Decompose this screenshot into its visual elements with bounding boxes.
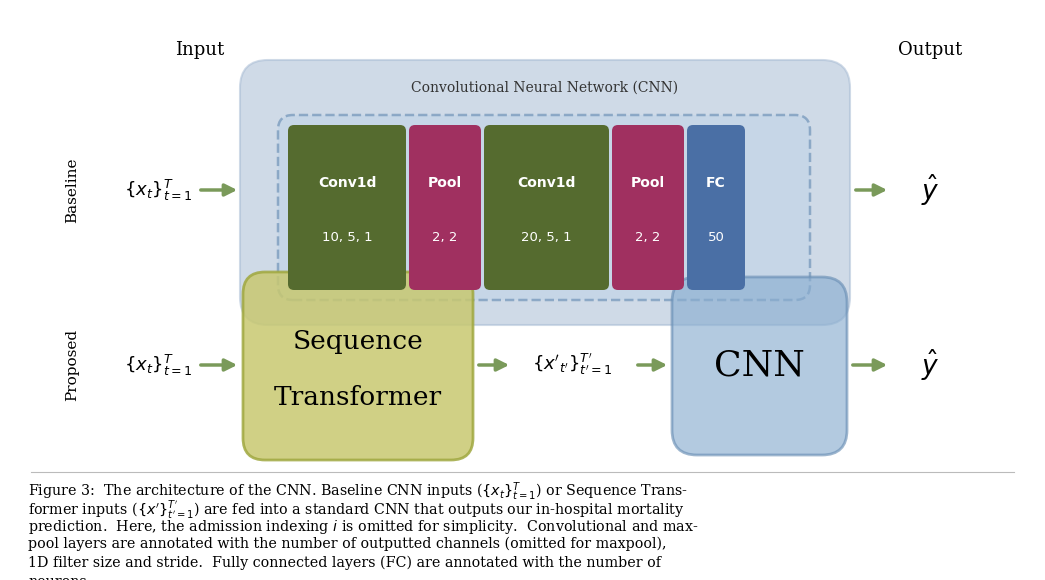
FancyBboxPatch shape: [672, 277, 847, 455]
Text: Conv1d: Conv1d: [517, 176, 576, 190]
Text: Proposed: Proposed: [65, 329, 79, 401]
Text: 2, 2: 2, 2: [433, 231, 458, 244]
Text: $\hat{y}$: $\hat{y}$: [921, 172, 939, 208]
Text: Figure 3:  The architecture of the CNN. Baseline CNN inputs ($\{x_t\}_{t=1}^T$) : Figure 3: The architecture of the CNN. B…: [28, 480, 688, 503]
Text: Conv1d: Conv1d: [318, 176, 376, 190]
Text: 1D filter size and stride.  Fully connected layers (FC) are annotated with the n: 1D filter size and stride. Fully connect…: [28, 556, 661, 570]
Text: $\{x'_{t'}\}_{t'=1}^{T'}$: $\{x'_{t'}\}_{t'=1}^{T'}$: [532, 352, 612, 378]
Text: Input: Input: [176, 41, 225, 59]
FancyBboxPatch shape: [278, 115, 810, 300]
Text: pool layers are annotated with the number of outputted channels (omitted for max: pool layers are annotated with the numbe…: [28, 537, 667, 552]
Text: Convolutional Neural Network (CNN): Convolutional Neural Network (CNN): [412, 81, 678, 95]
Text: Pool: Pool: [428, 176, 462, 190]
FancyBboxPatch shape: [243, 272, 473, 460]
Text: Sequence: Sequence: [293, 329, 423, 354]
Text: 2, 2: 2, 2: [635, 231, 660, 244]
Text: 10, 5, 1: 10, 5, 1: [322, 231, 372, 244]
Text: $\{x_t\}_{t=1}^T$: $\{x_t\}_{t=1}^T$: [123, 177, 192, 202]
FancyBboxPatch shape: [409, 125, 481, 290]
FancyBboxPatch shape: [240, 60, 850, 325]
Text: 20, 5, 1: 20, 5, 1: [521, 231, 572, 244]
Text: Output: Output: [898, 41, 962, 59]
Text: FC: FC: [706, 176, 726, 190]
Text: Pool: Pool: [631, 176, 665, 190]
Text: Baseline: Baseline: [65, 157, 79, 223]
FancyBboxPatch shape: [484, 125, 609, 290]
Text: $\{x_t\}_{t=1}^T$: $\{x_t\}_{t=1}^T$: [123, 353, 192, 378]
Text: 50: 50: [707, 231, 724, 244]
FancyBboxPatch shape: [612, 125, 684, 290]
Text: CNN: CNN: [714, 349, 805, 383]
Text: $\hat{y}$: $\hat{y}$: [921, 347, 939, 383]
Text: prediction.  Here, the admission indexing $i$ is omitted for simplicity.  Convol: prediction. Here, the admission indexing…: [28, 518, 699, 536]
Text: Transformer: Transformer: [274, 386, 442, 411]
Text: former inputs ($\{x'\}_{t'=1}^{T'}$) are fed into a standard CNN that outputs ou: former inputs ($\{x'\}_{t'=1}^{T'}$) are…: [28, 499, 684, 521]
FancyBboxPatch shape: [288, 125, 407, 290]
FancyBboxPatch shape: [687, 125, 745, 290]
Text: neurons.: neurons.: [28, 575, 91, 580]
